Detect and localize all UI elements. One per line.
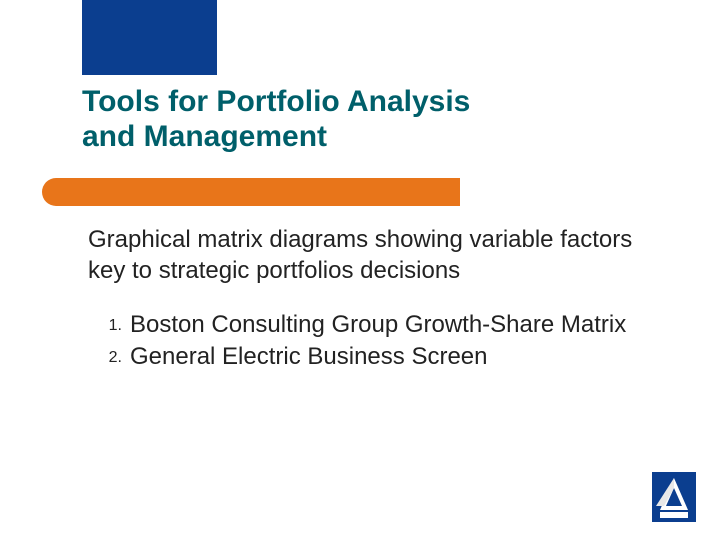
intro-text: Graphical matrix diagrams showing variab… [88, 225, 643, 286]
list-text: General Electric Business Screen [130, 342, 488, 372]
list-item: 1. Boston Consulting Group Growth-Share … [100, 310, 630, 340]
list-text: Boston Consulting Group Growth-Share Mat… [130, 310, 626, 340]
list-number: 1. [100, 310, 130, 335]
uta-logo-icon [646, 466, 702, 528]
header-blue-block [82, 0, 217, 75]
list-item: 2. General Electric Business Screen [100, 342, 630, 372]
accent-bar [0, 178, 460, 206]
accent-bar-body [62, 178, 460, 206]
list-number: 2. [100, 342, 130, 367]
slide-title: Tools for Portfolio Analysis and Managem… [82, 85, 642, 154]
title-line-2: and Management [82, 120, 642, 155]
title-line-1: Tools for Portfolio Analysis [82, 85, 642, 120]
numbered-list: 1. Boston Consulting Group Growth-Share … [100, 310, 630, 374]
